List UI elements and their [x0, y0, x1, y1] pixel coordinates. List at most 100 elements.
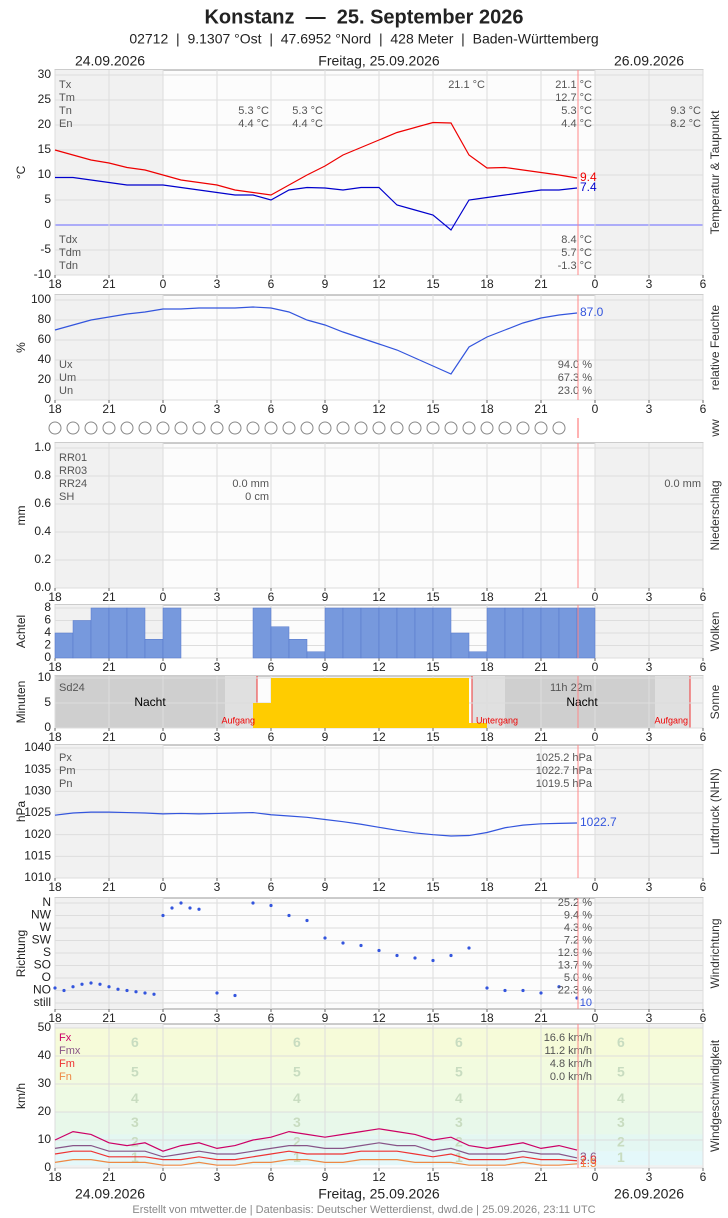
weather-symbol: [516, 421, 530, 435]
y-tick-label: -5: [40, 242, 51, 256]
y-tick-label: 20: [38, 117, 52, 131]
y-tick-label: 10: [38, 670, 52, 684]
x-tick-label: 9: [322, 402, 329, 416]
y-axis-label: hPa: [14, 801, 28, 823]
x-tick-label: 6: [268, 402, 275, 416]
y-tick-label: 2: [44, 638, 51, 652]
beaufort-label: 3: [617, 1114, 625, 1130]
x-tick-label: 6: [268, 730, 275, 744]
x-tick-label: 3: [646, 660, 653, 674]
x-tick-label: 0: [592, 1170, 599, 1184]
x-tick-label: 21: [534, 590, 548, 604]
x-tick-label: 9: [322, 730, 329, 744]
y-tick-label: -10: [34, 267, 52, 281]
y-tick-label: 30: [38, 1076, 52, 1090]
x-tick-label: 3: [214, 880, 221, 894]
sun-annotation: Nacht: [566, 695, 598, 709]
legend-name: Fmx: [59, 1045, 81, 1057]
x-tick-label: 18: [480, 277, 494, 291]
beaufort-label: 2: [617, 1134, 625, 1150]
x-tick-label: 0: [592, 730, 599, 744]
y-tick-label: 20: [38, 1104, 52, 1118]
end-label: 2.6: [580, 1153, 597, 1167]
weather-symbol: [354, 421, 368, 435]
beaufort-label: 6: [131, 1034, 139, 1050]
x-tick-label: 6: [700, 1011, 707, 1025]
legend-stat: 11.2 km/h: [545, 1045, 593, 1057]
point: [503, 988, 507, 993]
stat-text: 12.7 °C: [555, 92, 592, 104]
x-tick-label: 18: [48, 277, 62, 291]
stat-text: 21.1 °C: [555, 79, 592, 91]
x-tick-label: 0: [160, 1011, 167, 1025]
x-tick-label: 12: [372, 660, 386, 674]
stat-text: 8.2 °C: [670, 118, 701, 130]
x-tick-label: 0: [592, 277, 599, 291]
date-right: 26.09.2026: [614, 53, 684, 69]
x-tick-label: 18: [48, 1011, 62, 1025]
x-tick-label: 6: [268, 660, 275, 674]
x-tick-label: 3: [646, 1011, 653, 1025]
x-tick-label: 3: [214, 590, 221, 604]
x-tick-label: 15: [426, 660, 440, 674]
stat-text: 67.3 %: [558, 372, 592, 384]
stat-text: 21.1 °C: [448, 79, 485, 91]
x-tick-label: 6: [700, 660, 707, 674]
point: [359, 943, 363, 948]
stat-text: 5.3 °C: [292, 105, 323, 117]
y-tick-label: 100: [31, 292, 51, 306]
sun-annotation: Sd24: [59, 682, 85, 694]
x-tick-label: 12: [372, 402, 386, 416]
point: [80, 982, 84, 986]
bar: [450, 632, 470, 659]
weather-symbol: [408, 421, 422, 435]
y-tick-label: 10: [38, 1132, 52, 1146]
side-label: ww: [708, 419, 722, 438]
y-tick-label: 4: [44, 625, 51, 639]
bar: [90, 607, 110, 659]
y-tick-label: S: [43, 945, 51, 959]
stat-text: 5.3 °C: [238, 105, 269, 117]
x-tick-label: 9: [322, 277, 329, 291]
beaufort-label: 6: [617, 1034, 625, 1050]
stat-text: Tdm: [59, 247, 81, 259]
x-tick-label: 21: [102, 880, 116, 894]
x-tick-label: 15: [426, 277, 440, 291]
x-tick-label: 18: [480, 730, 494, 744]
bar: [378, 607, 398, 659]
bar: [72, 620, 92, 659]
x-tick-label: 12: [372, 277, 386, 291]
point: [431, 958, 435, 963]
point: [143, 991, 147, 995]
beaufort-label: 5: [455, 1064, 463, 1080]
x-tick-label: 0: [160, 880, 167, 894]
point: [179, 901, 183, 905]
weather-symbol: [138, 421, 152, 435]
y-tick-label: 40: [38, 1048, 52, 1062]
stat-text: 0.0 mm: [232, 478, 269, 490]
direction-share: 22.3 %: [558, 984, 592, 996]
point: [233, 993, 237, 998]
stat-text: Pm: [59, 765, 76, 777]
x-tick-label: 21: [534, 277, 548, 291]
bar: [306, 651, 326, 659]
series-line: [54, 306, 578, 375]
point: [521, 988, 525, 993]
y-tick-label: 1010: [24, 870, 51, 884]
weather-symbol: [102, 421, 116, 435]
weather-symbol: [246, 421, 260, 435]
series-line: [54, 1159, 578, 1166]
bar: [576, 607, 596, 659]
y-axis-label: °C: [14, 165, 28, 179]
x-tick-label: 21: [102, 1170, 116, 1184]
x-tick-label: 18: [480, 880, 494, 894]
bar: [270, 626, 290, 659]
stat-text: RR01: [59, 452, 87, 464]
point: [188, 906, 192, 910]
side-label: Windrichtung: [708, 918, 722, 988]
x-tick-label: 12: [372, 1011, 386, 1025]
y-tick-label: 1040: [24, 740, 51, 754]
x-tick-label: 18: [48, 880, 62, 894]
point: [251, 901, 255, 905]
date-left: 24.09.2026: [75, 1186, 145, 1202]
